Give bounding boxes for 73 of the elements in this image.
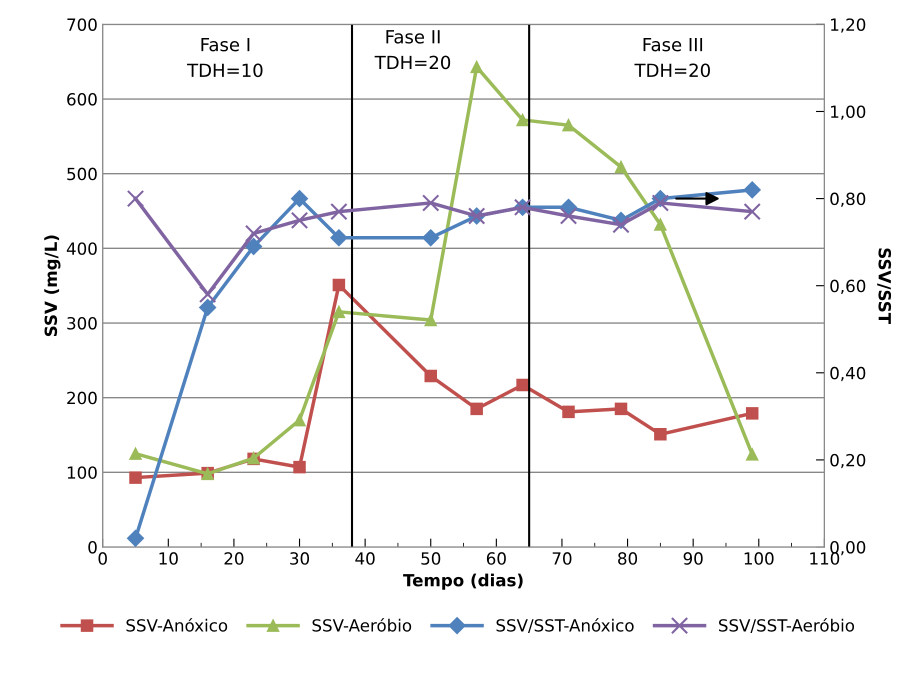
- y-tick-label: 200: [67, 392, 97, 404]
- y-tick-label: 700: [67, 18, 97, 31]
- x-tick-label: 10: [160, 552, 178, 565]
- point: [293, 414, 306, 426]
- x-tick-label: 70: [552, 552, 572, 565]
- point: [560, 207, 578, 225]
- point: [560, 198, 578, 216]
- legend-label: SSV-Anóxico: [126, 618, 228, 632]
- y-tick-label: 0: [88, 540, 97, 554]
- point: [516, 378, 529, 392]
- point: [562, 118, 575, 132]
- point: [422, 194, 440, 212]
- y2-tick-label: 0,40: [830, 366, 866, 382]
- point: [290, 190, 308, 208]
- point: [129, 447, 142, 460]
- point: [293, 460, 306, 474]
- x-tick-label: 90: [684, 552, 703, 565]
- point: [290, 212, 308, 230]
- legend-label: SSV-Aeróbio: [312, 618, 412, 632]
- point: [744, 181, 761, 198]
- point: [424, 370, 437, 382]
- y-tick-label: 300: [67, 316, 97, 330]
- point: [332, 306, 346, 318]
- y2-tick-label: 0,60: [830, 280, 866, 294]
- x-tick-label: 20: [224, 552, 244, 565]
- legend-label: SSV/SST-Anóxico: [496, 618, 634, 633]
- point: [129, 471, 142, 484]
- point: [470, 402, 483, 416]
- y-tick-label: 100: [68, 466, 97, 479]
- point: [199, 298, 216, 316]
- y2-tick-label: 0,20: [830, 454, 866, 468]
- y-axis-title: SSV (mg/L): [44, 236, 60, 336]
- point: [245, 238, 262, 256]
- point: [422, 229, 440, 246]
- y2-axis-title: SSV/SST: [877, 248, 892, 324]
- annotation: Fase II TDH=20: [374, 30, 450, 70]
- point: [126, 190, 144, 208]
- point: [126, 530, 144, 547]
- point: [746, 407, 758, 420]
- point: [198, 286, 216, 304]
- y-tick-label: 600: [67, 93, 97, 106]
- point: [424, 314, 437, 326]
- point: [516, 114, 529, 126]
- x-tick-label: 60: [486, 552, 506, 565]
- point: [612, 216, 630, 234]
- point: [614, 160, 628, 174]
- x-tick-label: 0: [98, 552, 107, 565]
- y2-tick-label: 1,20: [831, 18, 866, 33]
- point: [562, 406, 575, 418]
- x-tick-label: 80: [618, 552, 638, 565]
- y-tick-label: 500: [67, 168, 97, 180]
- x-tick-label: 40: [355, 552, 375, 565]
- annotation: Fase I TDH=10: [187, 38, 262, 78]
- point: [332, 278, 346, 292]
- point: [654, 218, 667, 231]
- point: [744, 202, 761, 220]
- point: [330, 202, 348, 220]
- x-tick-label: 50: [421, 552, 440, 565]
- point: [652, 194, 670, 212]
- point: [330, 229, 348, 246]
- point: [614, 402, 628, 416]
- point: [244, 224, 262, 242]
- point: [654, 428, 667, 441]
- x-axis-title: Tempo (dias): [403, 574, 523, 590]
- point: [746, 448, 758, 461]
- point: [470, 60, 483, 74]
- x-tick-label: 100: [744, 552, 774, 565]
- annotation: Fase III TDH=20: [634, 38, 710, 78]
- y2-tick-label: 1,00: [831, 105, 866, 120]
- y-tick-label: 400: [66, 242, 97, 255]
- y2-tick-label: 0,80: [830, 192, 866, 207]
- x-tick-label: 30: [290, 552, 310, 565]
- legend-label: SSV/SST-Aeróbio: [718, 618, 854, 633]
